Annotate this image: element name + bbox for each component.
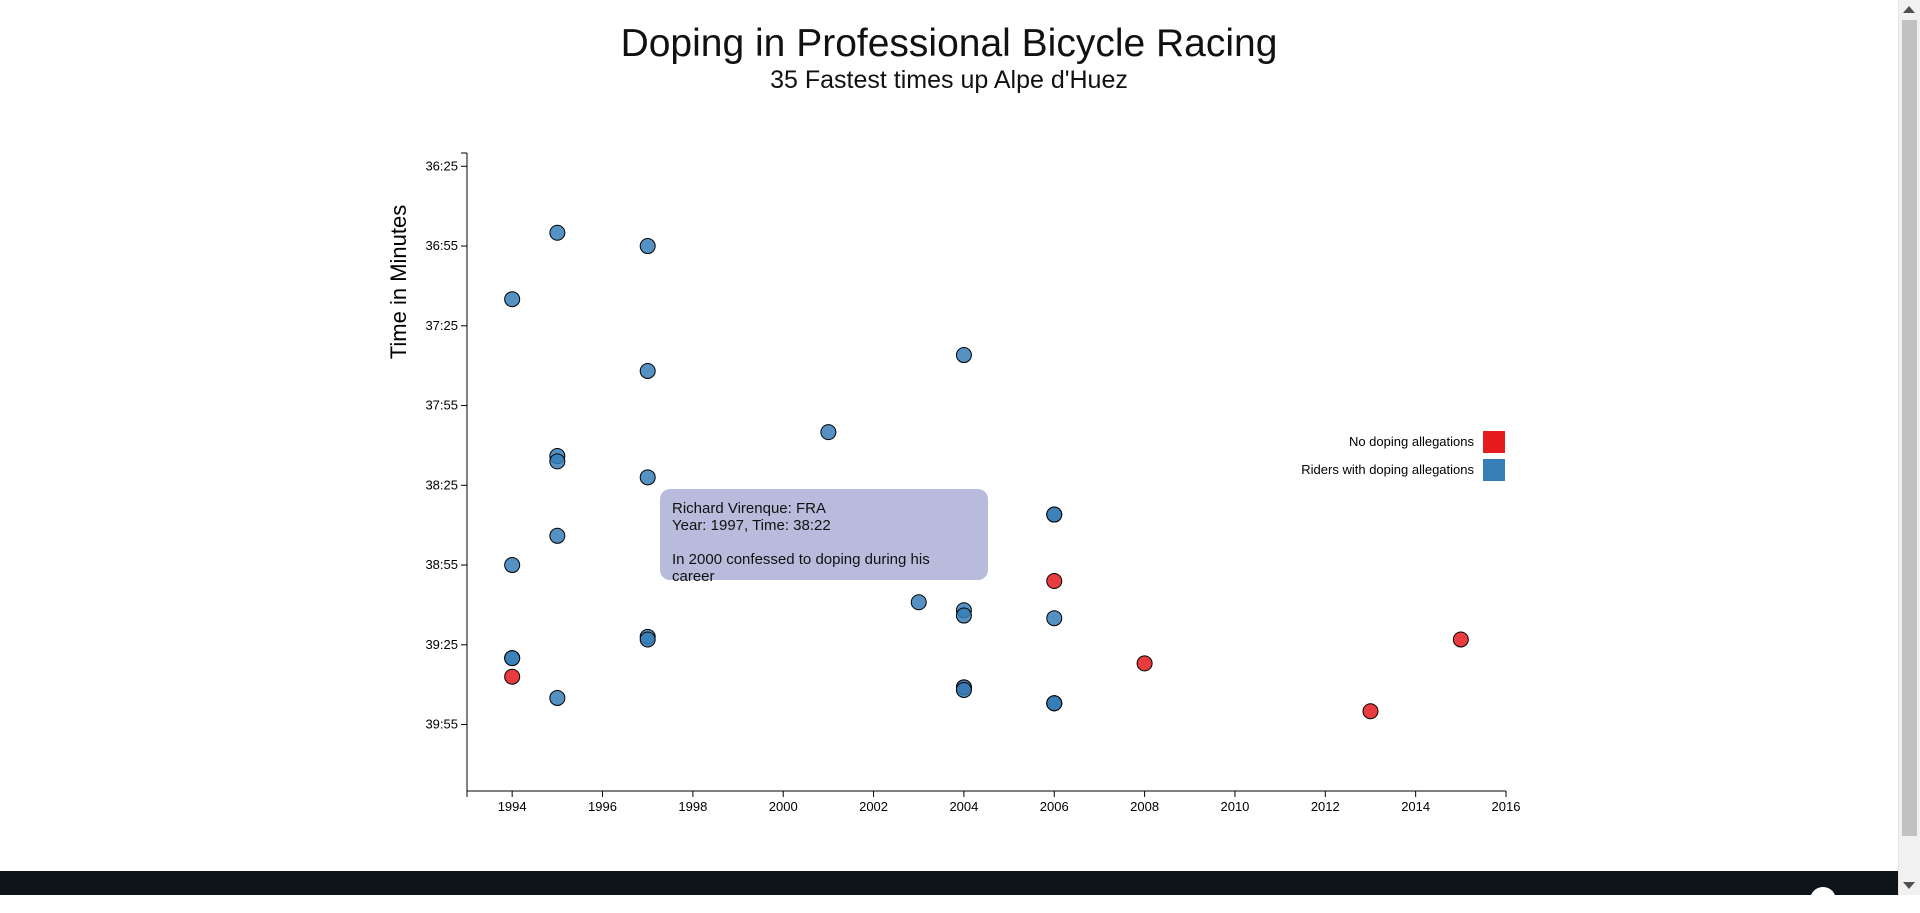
chart-subtitle: 35 Fastest times up Alpe d'Huez <box>770 66 1128 94</box>
data-point-doping[interactable] <box>639 631 656 648</box>
data-point-doping[interactable] <box>955 607 972 624</box>
y-tick-label: 36:25 <box>425 158 458 173</box>
footer-circle-icon <box>1810 887 1836 913</box>
data-point-no-doping[interactable] <box>504 668 521 685</box>
tooltip-year-time: Year: 1997, Time: 38:22 <box>672 517 831 534</box>
x-tick-label: 2016 <box>1492 799 1521 814</box>
legend: No doping allegations Riders with doping… <box>1301 431 1505 481</box>
data-point-doping[interactable] <box>1046 506 1063 523</box>
data-point-doping[interactable] <box>955 347 972 364</box>
data-point-doping[interactable] <box>639 362 656 379</box>
data-point-doping[interactable] <box>955 681 972 698</box>
data-point-no-doping[interactable] <box>1362 703 1379 720</box>
data-point-doping[interactable] <box>504 291 521 308</box>
x-tick-label: 2000 <box>769 799 798 814</box>
tooltip-doping-note: In 2000 confessed to doping during his c… <box>672 551 930 585</box>
x-axis: 1994 1996 1998 2000 2002 2004 2006 2008 2010 2012… <box>466 790 1521 814</box>
y-tick-label: 38:55 <box>425 557 458 572</box>
data-point-no-doping[interactable] <box>1136 655 1153 672</box>
tooltip-rider: Richard Virenque: FRA <box>672 500 826 517</box>
legend-swatch-no-doping <box>1483 431 1505 453</box>
y-tick-label: 39:25 <box>425 637 458 652</box>
scroll-up-arrow-icon[interactable] <box>1903 6 1915 13</box>
x-tick-label: 2012 <box>1311 799 1340 814</box>
x-tick-label: 2006 <box>1040 799 1069 814</box>
data-point-no-doping[interactable] <box>1452 631 1469 648</box>
data-point-doping[interactable] <box>549 689 566 706</box>
y-tick-label: 37:25 <box>425 318 458 333</box>
y-tick-label: 38:25 <box>425 477 458 492</box>
data-point-doping[interactable] <box>549 224 566 241</box>
x-tick-label: 1998 <box>678 799 707 814</box>
x-tick-label: 1996 <box>588 799 617 814</box>
y-axis-label: Time in Minutes <box>386 205 411 359</box>
data-point-doping[interactable] <box>549 453 566 470</box>
legend-label-doping: Riders with doping allegations <box>1301 462 1474 477</box>
tooltip: Richard Virenque: FRA Year: 1997, Time: … <box>660 489 988 585</box>
x-tick-label: 2004 <box>949 799 978 814</box>
footer-bar <box>0 871 1898 913</box>
page-scrollbar[interactable] <box>1898 0 1920 895</box>
x-tick-label: 1994 <box>498 799 527 814</box>
data-point-doping[interactable] <box>910 594 927 611</box>
data-points <box>504 224 1469 720</box>
data-point-doping[interactable] <box>1046 610 1063 627</box>
data-point-no-doping[interactable] <box>1046 572 1063 589</box>
x-tick-label: 2008 <box>1130 799 1159 814</box>
x-tick-label: 2010 <box>1220 799 1249 814</box>
data-point-doping[interactable] <box>639 238 656 255</box>
data-point-doping[interactable] <box>504 557 521 574</box>
data-point-doping[interactable] <box>1046 695 1063 712</box>
legend-label-no-doping: No doping allegations <box>1349 434 1475 449</box>
y-tick-label: 36:55 <box>425 238 458 253</box>
y-axis: 36:25 36:55 37:25 37:55 38:25 38:55 39:25 39:55 <box>425 152 468 791</box>
chart-title: Doping in Professional Bicycle Racing <box>620 22 1278 65</box>
scroll-down-arrow-icon[interactable] <box>1903 882 1915 889</box>
data-point-doping[interactable] <box>820 424 837 441</box>
data-point-doping[interactable] <box>639 469 656 486</box>
data-point-doping[interactable] <box>549 527 566 544</box>
y-tick-label: 37:55 <box>425 398 458 413</box>
y-tick-label: 39:55 <box>425 717 458 732</box>
scrollbar-thumb[interactable] <box>1902 20 1917 836</box>
data-point-doping[interactable] <box>504 650 521 667</box>
legend-swatch-doping <box>1483 459 1505 481</box>
x-tick-label: 2002 <box>859 799 888 814</box>
scatter-plot: 1994 1996 1998 2000 2002 2004 2006 2008 2010 2012… <box>386 152 1521 814</box>
x-tick-label: 2014 <box>1401 799 1430 814</box>
